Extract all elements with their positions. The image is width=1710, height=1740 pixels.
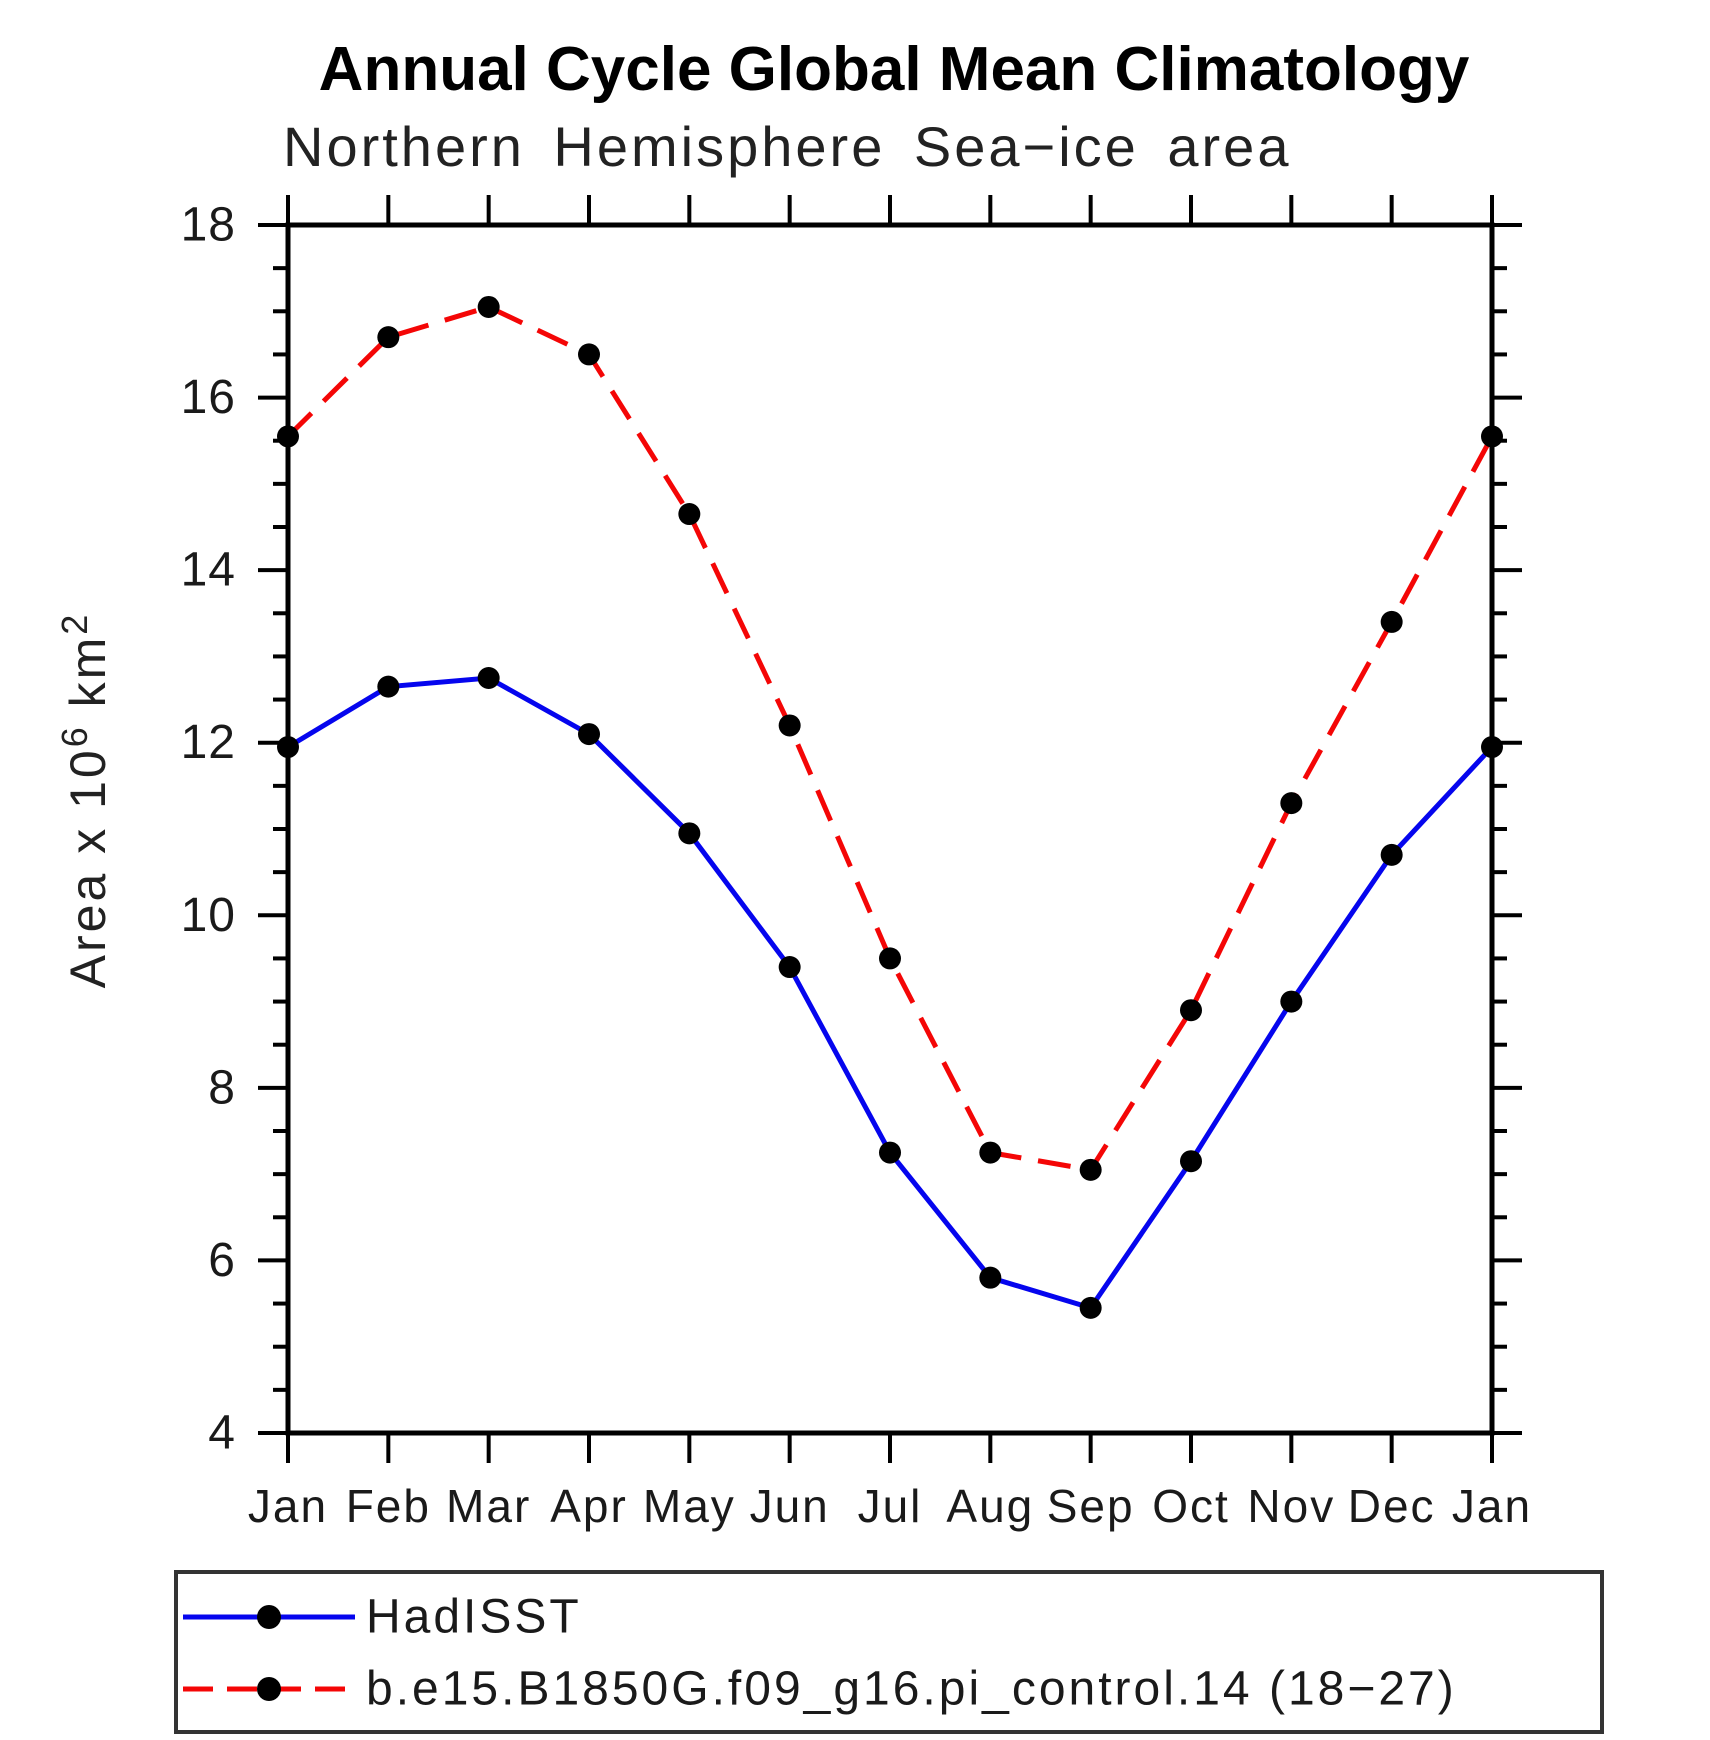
data-point-marker xyxy=(1481,736,1503,759)
x-tick-label-month: Jan xyxy=(248,1480,328,1532)
plot-frame xyxy=(285,222,1495,1436)
data-point-marker xyxy=(778,956,801,979)
x-tick-label-month: May xyxy=(643,1480,736,1532)
x-tick-label-month: Aug xyxy=(946,1480,1034,1532)
data-point-marker xyxy=(477,667,500,689)
x-tick-label-month: Apr xyxy=(550,1480,628,1532)
data-point-marker xyxy=(477,295,500,318)
data-point-marker xyxy=(1481,425,1503,448)
data-point-marker xyxy=(1380,610,1403,633)
x-tick-label-month: Dec xyxy=(1348,1480,1436,1532)
legend-label: HadISST xyxy=(366,1591,582,1644)
data-point-marker xyxy=(879,947,901,970)
data-point-marker xyxy=(678,822,701,845)
data-point-marker xyxy=(979,1141,1002,1164)
y-axis-title-units: km xyxy=(60,635,116,725)
y-tick-label: 4 xyxy=(208,1407,236,1460)
x-tick-label-month: Jul xyxy=(858,1480,923,1532)
y-tick-label: 8 xyxy=(208,1061,236,1114)
chart-title: Annual Cycle Global Mean Climatology xyxy=(319,35,1470,104)
data-point-marker xyxy=(1280,990,1303,1013)
x-tick-label-month: Mar xyxy=(446,1480,531,1532)
data-point-marker xyxy=(1079,1158,1102,1181)
y-tick-label: 18 xyxy=(181,199,236,252)
y-tick-label: 6 xyxy=(208,1234,236,1287)
x-tick-label-month: Jun xyxy=(750,1480,830,1532)
chart-subtitle: Northern Hemisphere Sea−ice area xyxy=(283,115,1291,178)
data-point-marker xyxy=(1180,1150,1202,1173)
y-axis-title-base: Area x 10 xyxy=(60,747,116,988)
legend-marker xyxy=(257,1677,281,1701)
data-point-marker xyxy=(979,1266,1002,1289)
y-axis-title: Area x 106 km2 xyxy=(54,612,116,989)
data-series xyxy=(277,295,1503,1319)
legend-label: b.e15.B1850G.f09_g16.pi_control.14 (18−2… xyxy=(366,1663,1457,1716)
axis-ticks xyxy=(258,195,1522,1463)
x-tick-label-month: Sep xyxy=(1047,1480,1135,1532)
data-point-marker xyxy=(277,736,299,759)
data-point-marker xyxy=(277,425,299,448)
x-tick-label-month: Jan xyxy=(1452,1480,1532,1532)
y-tick-label: 14 xyxy=(181,544,236,597)
data-point-marker xyxy=(1280,792,1303,815)
data-point-marker xyxy=(1079,1296,1102,1319)
y-axis-title-superscript-6: 6 xyxy=(54,724,95,747)
data-point-marker xyxy=(879,1141,901,1164)
y-axis-tick-labels: 4 6 8 10 12 14 16 18 xyxy=(181,199,236,1460)
data-point-marker xyxy=(678,503,701,526)
y-tick-label: 12 xyxy=(181,716,236,769)
y-tick-label: 16 xyxy=(181,371,236,424)
data-point-marker xyxy=(778,714,801,737)
y-axis-title-superscript-2: 2 xyxy=(54,612,95,635)
data-point-marker xyxy=(578,343,600,366)
data-point-marker xyxy=(1180,999,1202,1022)
data-point-marker xyxy=(1380,843,1403,866)
series-line-model xyxy=(286,304,1495,1173)
legend-box: HadISST b.e15.B1850G.f09_g16.pi_control.1… xyxy=(174,1570,1604,1734)
y-tick-label: 10 xyxy=(181,889,236,942)
x-tick-label-month: Feb xyxy=(346,1480,431,1532)
x-tick-label-month: Nov xyxy=(1247,1480,1335,1532)
data-point-marker xyxy=(377,326,400,349)
plot-border xyxy=(285,222,1495,1436)
series-line-hadisst xyxy=(286,675,1494,1311)
legend-marker xyxy=(257,1605,281,1629)
x-tick-label-month: Oct xyxy=(1152,1480,1230,1532)
x-axis-month-labels: Jan Feb Mar Apr May Jun Jul Aug Sep Oct Nov Dec Jan xyxy=(248,1480,1532,1532)
data-point-marker xyxy=(578,723,600,746)
data-point-marker xyxy=(377,675,400,698)
legend-frame xyxy=(174,1570,1604,1734)
